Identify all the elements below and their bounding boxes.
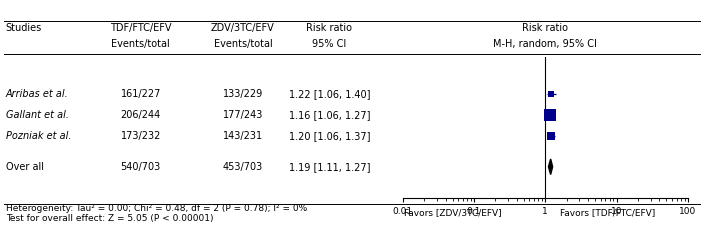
Text: Studies: Studies xyxy=(6,23,42,33)
Text: Risk ratio: Risk ratio xyxy=(306,23,353,33)
Text: 540/703: 540/703 xyxy=(120,162,161,172)
Text: Gallant et al.: Gallant et al. xyxy=(6,110,68,120)
Text: Pozniak et al.: Pozniak et al. xyxy=(6,131,71,141)
Text: Over all: Over all xyxy=(6,162,44,172)
Text: Events/total: Events/total xyxy=(111,40,170,49)
Text: 1.19 [1.11, 1.27]: 1.19 [1.11, 1.27] xyxy=(289,162,370,172)
Text: ZDV/3TC/EFV: ZDV/3TC/EFV xyxy=(211,23,275,33)
Text: 1.22 [1.06, 1.40]: 1.22 [1.06, 1.40] xyxy=(289,89,370,99)
Text: 143/231: 143/231 xyxy=(223,131,263,141)
Text: Heterogeneity: Tau² = 0.00; Chi² = 0.48, df = 2 (P = 0.78); I² = 0%: Heterogeneity: Tau² = 0.00; Chi² = 0.48,… xyxy=(6,204,307,213)
Text: 206/244: 206/244 xyxy=(120,110,161,120)
Text: Favors [TDF/FTC/EFV]: Favors [TDF/FTC/EFV] xyxy=(560,209,655,218)
Text: 1.16 [1.06, 1.27]: 1.16 [1.06, 1.27] xyxy=(289,110,370,120)
Text: M-H, random, 95% CI: M-H, random, 95% CI xyxy=(494,40,597,49)
Text: 177/243: 177/243 xyxy=(222,110,263,120)
Text: Arribas et al.: Arribas et al. xyxy=(6,89,68,99)
Text: Events/total: Events/total xyxy=(213,40,272,49)
Text: Favors [ZDV/3TC/EFV]: Favors [ZDV/3TC/EFV] xyxy=(404,209,501,218)
Text: TDF/FTC/EFV: TDF/FTC/EFV xyxy=(110,23,172,33)
Polygon shape xyxy=(548,159,553,175)
Text: 95% CI: 95% CI xyxy=(313,40,346,49)
Text: 161/227: 161/227 xyxy=(120,89,161,99)
Text: Test for overall effect: Z = 5.05 (P < 0.00001): Test for overall effect: Z = 5.05 (P < 0… xyxy=(6,214,213,223)
Text: Risk ratio: Risk ratio xyxy=(522,23,568,33)
Text: 133/229: 133/229 xyxy=(222,89,263,99)
Text: 173/232: 173/232 xyxy=(120,131,161,141)
Text: 453/703: 453/703 xyxy=(222,162,263,172)
Text: 1.20 [1.06, 1.37]: 1.20 [1.06, 1.37] xyxy=(289,131,370,141)
